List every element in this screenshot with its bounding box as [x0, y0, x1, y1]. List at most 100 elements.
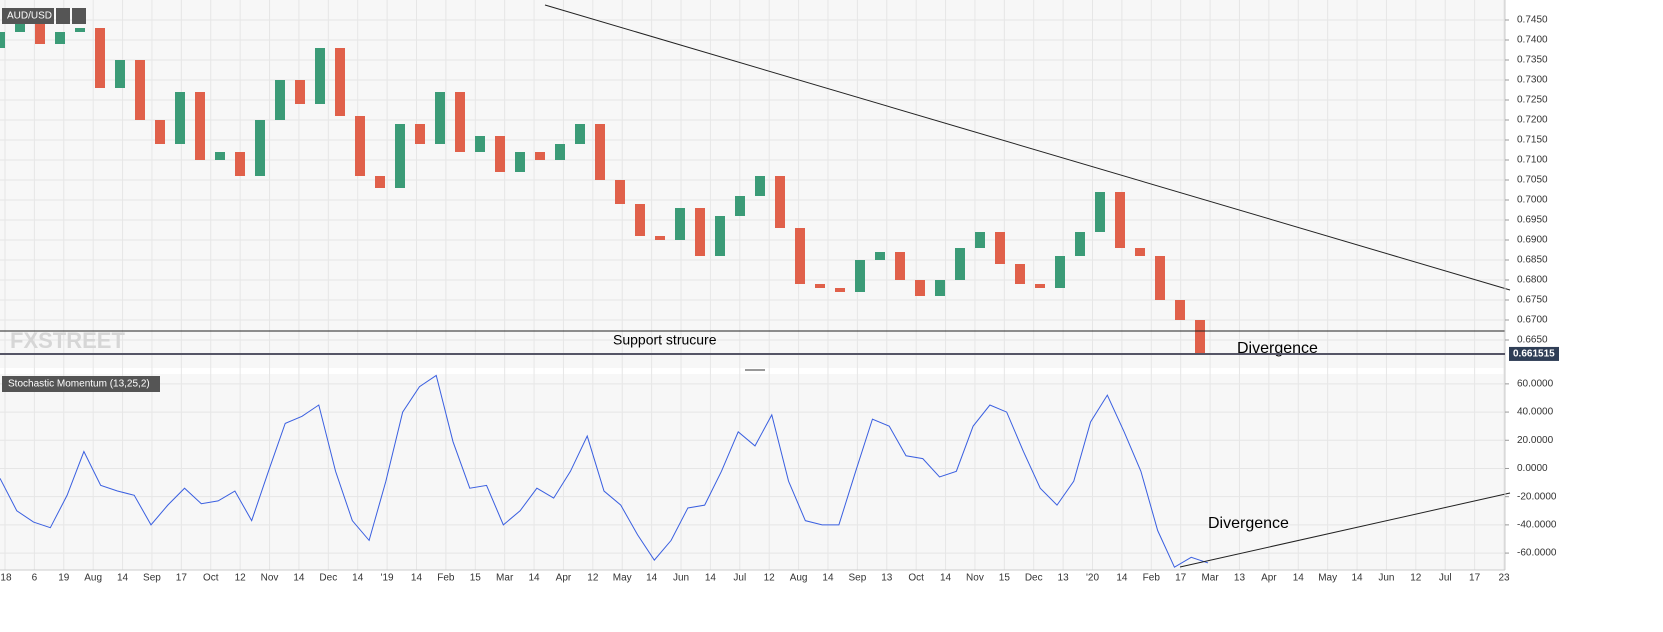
candle-body	[1115, 192, 1125, 248]
annotation: Divergence	[1208, 515, 1289, 532]
candle-body	[795, 228, 805, 284]
x-tick-label: 15	[999, 573, 1011, 584]
indicator-title: Stochastic Momentum (13,25,2)	[8, 379, 150, 390]
x-tick-label: Mar	[1201, 573, 1219, 584]
y-tick-label: 0.7250	[1517, 95, 1548, 106]
candle-body	[775, 176, 785, 228]
x-tick-label: Aug	[790, 573, 808, 584]
x-tick-label: Oct	[908, 573, 924, 584]
candle-body	[195, 92, 205, 160]
last-price-box	[1509, 346, 1559, 361]
x-tick-label: May	[1318, 573, 1337, 584]
x-tick-label: Feb	[1143, 573, 1161, 584]
x-tick-label: 19	[58, 573, 70, 584]
x-tick-label: 14	[940, 573, 952, 584]
y-tick-label: 0.7150	[1517, 135, 1548, 146]
x-tick-label: 14	[293, 573, 305, 584]
y-tick-label: 20.0000	[1517, 435, 1554, 446]
candle-body	[435, 92, 445, 144]
y-tick-label: 0.6850	[1517, 255, 1548, 266]
candle-body	[295, 80, 305, 104]
divergence-line	[1179, 492, 1511, 568]
y-tick-label: 0.6750	[1517, 295, 1548, 306]
y-tick-label: 0.7450	[1517, 15, 1548, 26]
x-tick-label: Jul	[1439, 573, 1452, 584]
candle-body	[1075, 232, 1085, 256]
x-tick-label: Oct	[203, 573, 219, 584]
candle-body	[1015, 264, 1025, 284]
candle-body	[15, 20, 25, 32]
x-tick-label: 12	[1410, 573, 1422, 584]
candle-body	[935, 280, 945, 296]
indicator-panel	[0, 374, 1505, 570]
candle-body	[215, 152, 225, 160]
x-tick-label: Jul	[733, 573, 746, 584]
last-price-label: 0.661515	[1513, 349, 1555, 360]
x-tick-label: 15	[470, 573, 482, 584]
x-tick-label: Feb	[437, 573, 455, 584]
candle-body	[595, 124, 605, 180]
candle-body	[1135, 248, 1145, 256]
x-tick-label: 14	[822, 573, 834, 584]
candle-body	[475, 136, 485, 152]
x-tick-label: Dec	[319, 573, 337, 584]
candle-body	[135, 60, 145, 120]
annotation: Support strucure	[613, 332, 717, 348]
x-tick-label: 13	[1234, 573, 1246, 584]
x-tick-label: Apr	[1261, 573, 1277, 584]
candle-body	[315, 48, 325, 104]
y-tick-label: 0.7050	[1517, 175, 1548, 186]
x-tick-label: Dec	[1025, 573, 1043, 584]
y-tick-label: 0.6700	[1517, 315, 1548, 326]
candle-body	[855, 260, 865, 292]
refresh-button[interactable]	[56, 8, 70, 24]
x-tick-label: Jun	[673, 573, 689, 584]
candle-body	[1195, 320, 1205, 354]
candle-body	[695, 208, 705, 256]
y-tick-label: -20.0000	[1517, 491, 1557, 502]
x-tick-label: 14	[411, 573, 423, 584]
candle-body	[0, 32, 5, 48]
candle-body	[715, 216, 725, 256]
candle-body	[575, 124, 585, 144]
candle-body	[1155, 256, 1165, 300]
x-tick-label: Aug	[84, 573, 102, 584]
candle-body	[915, 280, 925, 296]
x-tick-label: 17	[1469, 573, 1481, 584]
settings-button[interactable]	[72, 8, 86, 24]
candle-body	[1095, 192, 1105, 232]
x-tick-label: Apr	[556, 573, 572, 584]
x-tick-label: Jun	[1378, 573, 1394, 584]
x-tick-label: 6	[32, 573, 38, 584]
x-tick-label: '18	[0, 573, 12, 584]
candle-body	[535, 152, 545, 160]
candle-body	[955, 248, 965, 280]
candle-body	[655, 236, 665, 240]
candle-body	[335, 48, 345, 116]
candle-body	[1175, 300, 1185, 320]
y-tick-label: 0.6900	[1517, 235, 1548, 246]
candle-body	[975, 232, 985, 248]
x-tick-label: Sep	[143, 573, 161, 584]
y-tick-label: 0.0000	[1517, 463, 1548, 474]
x-tick-label: 17	[176, 573, 188, 584]
marks	[0, 20, 1209, 568]
candle-body	[35, 20, 45, 44]
symbol: AUD/USD	[7, 11, 52, 22]
y-tick-label: 40.0000	[1517, 407, 1554, 418]
candle-body	[75, 28, 85, 32]
candle-body	[495, 136, 505, 172]
candle-body	[555, 144, 565, 160]
y-tick-label: 0.7000	[1517, 195, 1548, 206]
y-tick-label: 0.7350	[1517, 55, 1548, 66]
trend-line	[544, 4, 1511, 291]
candle-body	[815, 284, 825, 288]
candle-body	[995, 232, 1005, 264]
y-tick-label: -40.0000	[1517, 520, 1557, 531]
candle-body	[515, 152, 525, 172]
y-tick-label: 0.6650	[1517, 335, 1548, 346]
candle-body	[415, 124, 425, 144]
y-tick-label: 0.7200	[1517, 115, 1548, 126]
